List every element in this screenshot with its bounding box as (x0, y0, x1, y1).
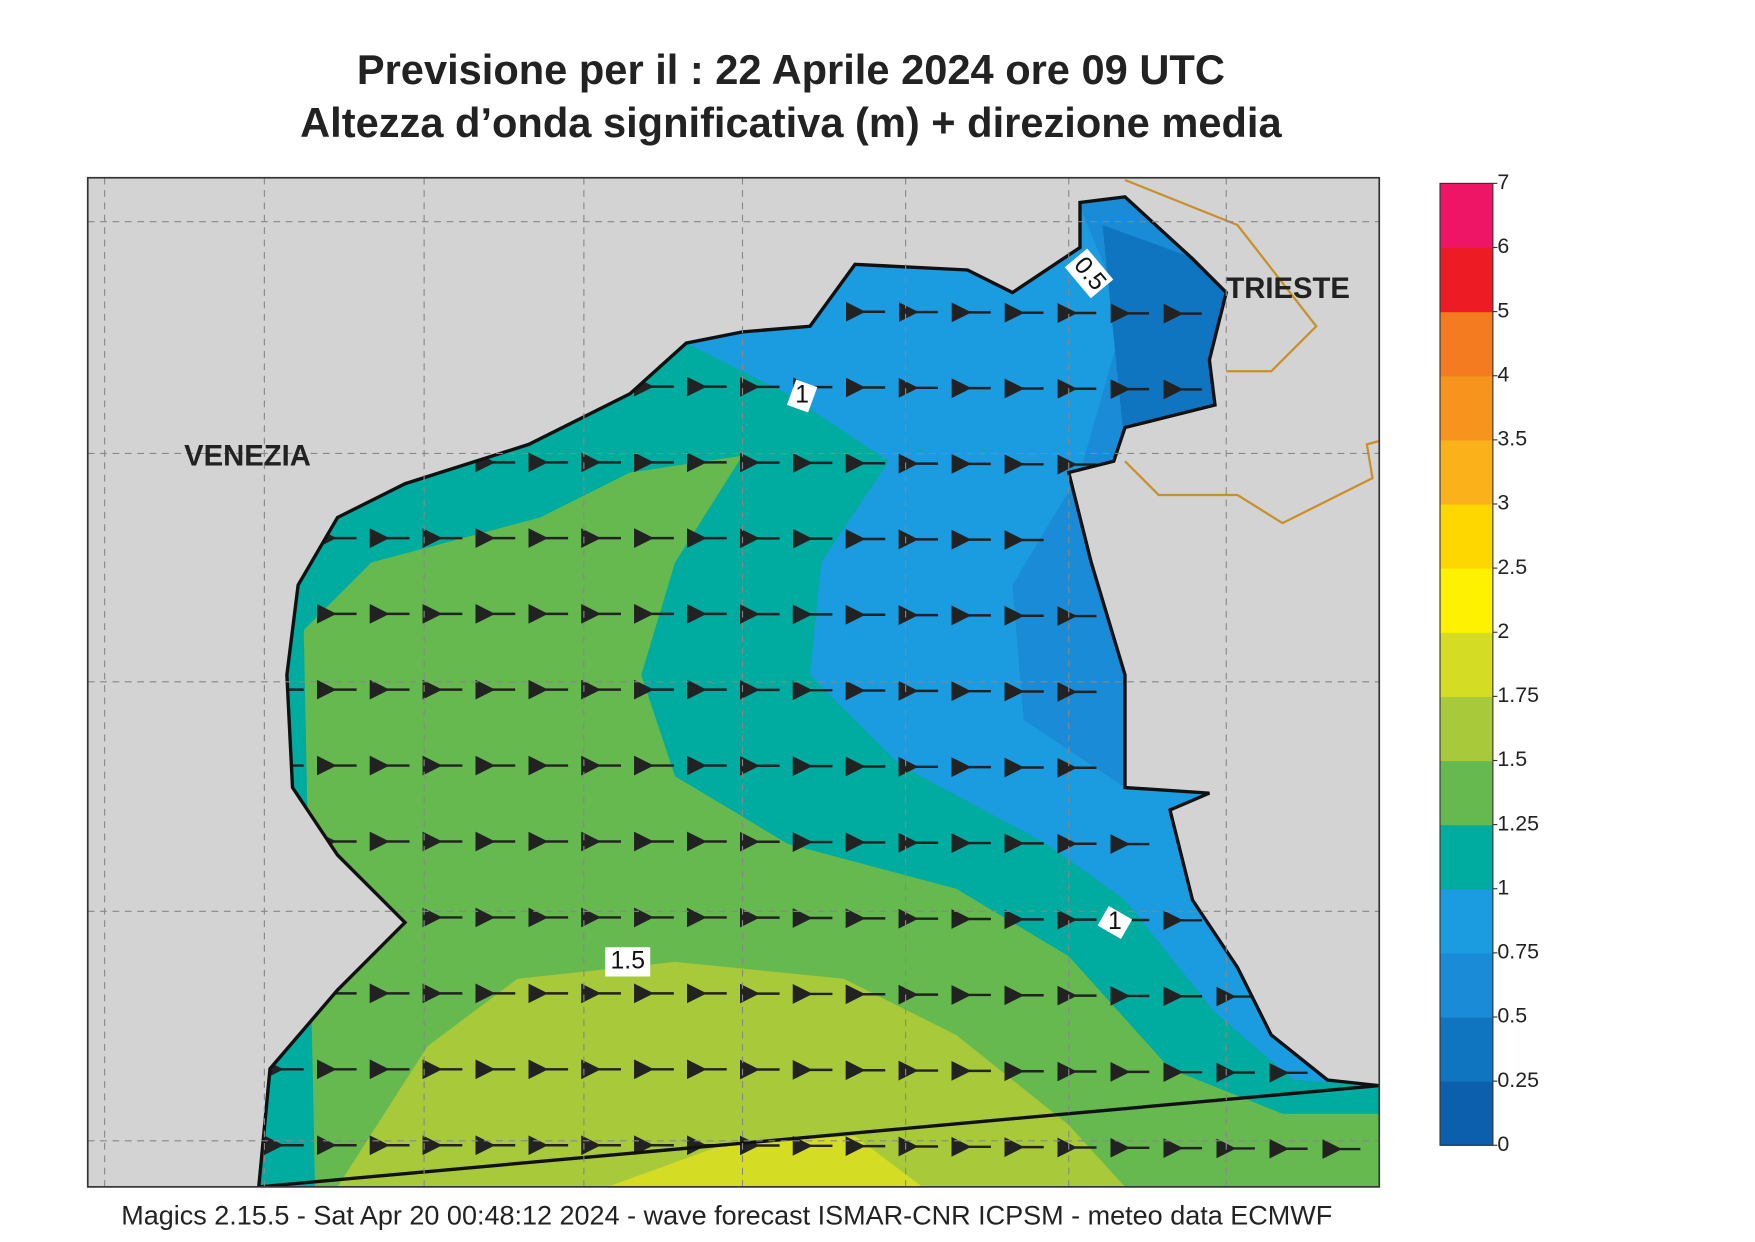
colorbar-label: 3 (1497, 491, 1509, 515)
graticule (87, 177, 1380, 1187)
zone (1102, 225, 1238, 450)
colorbar-band (1440, 888, 1493, 954)
colorbar-band (1440, 568, 1493, 633)
colorbar-label: 1.25 (1497, 811, 1539, 835)
colorbar-label: 0 (1497, 1132, 1509, 1156)
contour-label: 1.5 (611, 947, 645, 974)
frame (86, 176, 1381, 1188)
colorbar-band (1440, 183, 1493, 249)
colorbar-label: 4 (1497, 362, 1509, 386)
colorbar-band (1440, 1081, 1493, 1146)
colorbar-band (1440, 696, 1493, 762)
colorbar-label: 1.75 (1497, 683, 1539, 707)
border (1124, 178, 1318, 373)
colorbar-label: 2 (1497, 619, 1509, 643)
colorbar-label: 0.5 (1497, 1004, 1527, 1028)
contour-label: 1 (1108, 908, 1122, 935)
colorbar-band (1440, 311, 1493, 377)
zone (337, 961, 1125, 1187)
colorbar-label: 5 (1497, 298, 1509, 322)
colorbar-band (1440, 760, 1493, 826)
border (1124, 439, 1380, 525)
colorbar-label: 2.5 (1497, 555, 1527, 579)
colorbar-label: 0.75 (1497, 940, 1539, 964)
subtitle: Altezza d’onda significativa (m) + direz… (300, 99, 1282, 146)
colorbar-label: 7 (1497, 170, 1509, 194)
colorbar: 0 0.25 0.5 0.75 1 1.25 1.5 1.75 2 2.5 3 3.5 4 5 6 7 (1439, 170, 1539, 1156)
colorbar-band (1440, 632, 1493, 697)
colorbar-frame (1439, 182, 1494, 1146)
colorbar-label: 1 (1497, 875, 1509, 899)
colorbar-label: 1.5 (1497, 747, 1527, 771)
colorbar-band (1440, 375, 1493, 441)
colorbar-label: 3.5 (1497, 427, 1527, 451)
place-label: VENEZIA (184, 441, 311, 473)
coastline (257, 195, 1380, 1187)
contour-label: 1 (795, 382, 809, 409)
colorbar-band (1440, 1017, 1493, 1082)
colorbar-band (1440, 824, 1493, 890)
footer: Magics 2.15.5 - Sat Apr 20 00:48:12 2024… (121, 1200, 1332, 1230)
colorbar-label: 0.25 (1497, 1068, 1539, 1092)
colorbar-band (1440, 247, 1493, 313)
colorbar-band (1440, 504, 1493, 569)
colorbar-band (1440, 439, 1493, 505)
map: VENEZIA TRIESTE 0.5 1 1 1.5 (87, 177, 1380, 1187)
colorbar-band (1440, 952, 1493, 1018)
zone (607, 1136, 923, 1187)
place-label: TRIESTE (1226, 273, 1350, 305)
title: Previsione per il : 22 Aprile 2024 ore 0… (357, 46, 1225, 93)
arrows (263, 301, 1361, 1159)
colorbar-label: 6 (1497, 234, 1509, 258)
